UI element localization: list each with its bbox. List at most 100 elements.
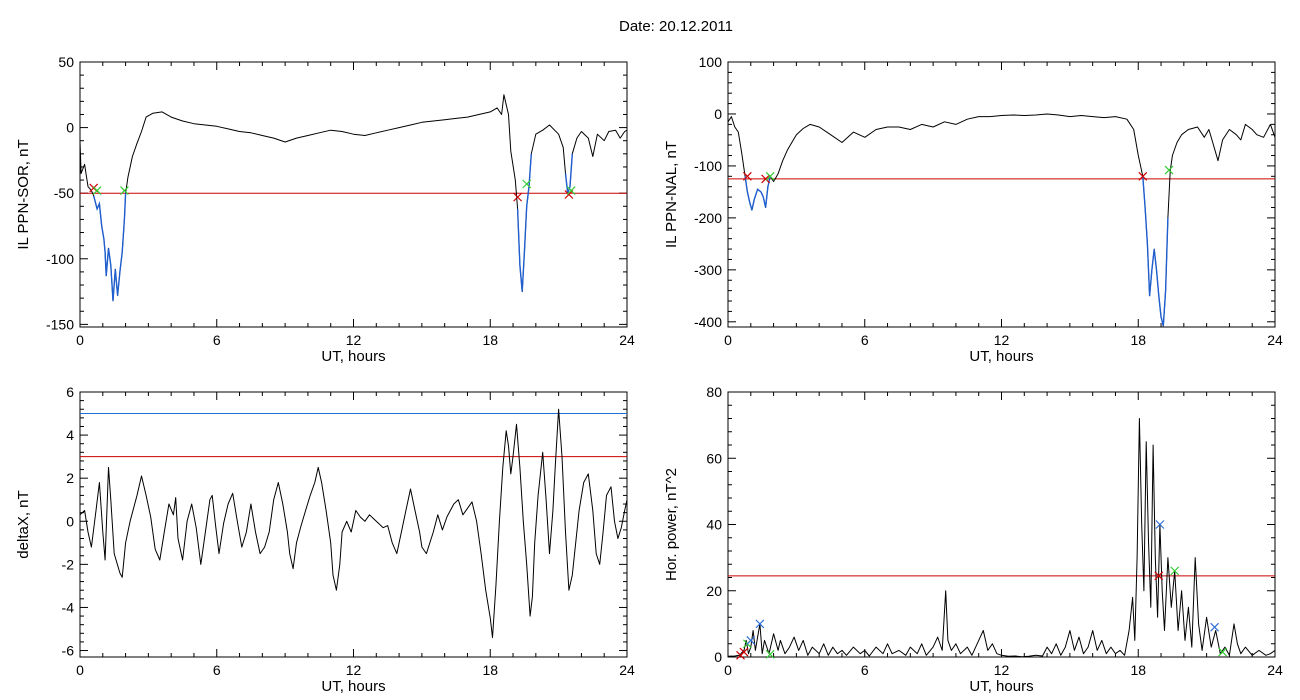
marker-stroke — [1138, 171, 1148, 181]
y-tick-label: 20 — [706, 583, 722, 599]
y-tick-label: 6 — [66, 384, 74, 400]
marker-blue — [1155, 520, 1165, 529]
marker-blue — [1210, 622, 1220, 632]
x-tick-label: 24 — [619, 662, 635, 678]
marker-stroke — [755, 619, 765, 629]
x-axis-label: UT, hours — [321, 348, 385, 365]
y-tick-label: 2 — [66, 470, 74, 486]
marker-stroke — [742, 171, 752, 181]
x-tick-label: 12 — [994, 662, 1010, 678]
data-series-line — [727, 113, 1276, 327]
marker-blue — [746, 636, 756, 645]
y-tick-label: -6 — [62, 643, 75, 659]
highlight-segment — [93, 193, 127, 301]
data-series-line — [727, 418, 1276, 658]
y-axis-label: Hor. power, nT^2 — [663, 468, 680, 581]
x-tick-label: 18 — [1130, 662, 1146, 678]
y-tick-label: 50 — [58, 54, 74, 70]
y-tick-label: 80 — [706, 384, 722, 400]
y-tick-label: 40 — [706, 517, 722, 533]
marker-stroke — [564, 190, 574, 199]
y-tick-label: 0 — [66, 513, 74, 529]
y-tick-label: 100 — [699, 54, 723, 70]
y-tick-label: 4 — [66, 427, 74, 443]
chart-panel-4: 0 6 12 18 24 80 60 40 20 0 UT, hours Hor. power, nT… — [663, 384, 1283, 695]
chart-panel-2: 0 6 12 18 24 100 0 -100 -200 -300 -400 UT, hours IL … — [663, 54, 1283, 365]
x-tick-label: 18 — [1130, 332, 1146, 348]
data-series-line — [79, 94, 628, 302]
marker-stroke — [739, 647, 749, 657]
y-axis-label: deltaX, nT — [15, 490, 32, 558]
y-tick-label: -4 — [62, 599, 75, 615]
x-tick-label: 6 — [861, 332, 869, 348]
y-tick-label: -50 — [54, 185, 74, 201]
marker-green — [522, 179, 532, 189]
marker-stroke — [1155, 520, 1165, 529]
marker-blue — [755, 619, 765, 629]
y-tick-label: 0 — [714, 649, 722, 665]
marker-stroke — [566, 186, 576, 195]
marker-stroke — [120, 186, 129, 195]
page-title: Date: 20.12.2011 — [619, 18, 733, 35]
marker-stroke — [1218, 647, 1228, 657]
marker-green — [566, 186, 576, 195]
marker-red — [1138, 171, 1148, 181]
marker-stroke — [765, 171, 775, 181]
y-tick-label: -200 — [694, 210, 722, 226]
marker-red — [739, 647, 749, 657]
plot-frame — [727, 61, 1276, 328]
marker-green — [1170, 566, 1180, 576]
y-tick-label: -100 — [46, 251, 74, 267]
x-tick-label: 18 — [482, 332, 498, 348]
plot-frame — [79, 61, 628, 328]
marker-green — [120, 186, 129, 195]
marker-red — [513, 192, 523, 202]
marker-red — [761, 174, 771, 184]
highlight-segment — [564, 153, 573, 194]
data-series-line — [79, 408, 628, 639]
y-axis-label: IL PPN-NAL, nT — [663, 141, 680, 248]
x-tick-label: 0 — [76, 662, 84, 678]
y-tick-label: 0 — [66, 120, 74, 136]
y-tick-label: -150 — [46, 316, 74, 332]
x-axis-label: UT, hours — [321, 678, 385, 695]
chart-panel-3: 0 6 12 18 24 6 4 2 0 -2 -4 -6 UT, hours deltaX, nT — [15, 384, 635, 695]
x-tick-label: 24 — [619, 332, 635, 348]
x-tick-label: 12 — [346, 332, 362, 348]
x-tick-label: 0 — [724, 662, 732, 678]
highlight-segment — [744, 176, 771, 211]
marker-stroke — [92, 186, 102, 195]
y-tick-label: -400 — [694, 314, 722, 330]
x-tick-label: 12 — [346, 662, 362, 678]
y-tick-label: -300 — [694, 262, 722, 278]
x-tick-label: 12 — [994, 332, 1010, 348]
x-tick-label: 6 — [861, 662, 869, 678]
x-tick-label: 24 — [1267, 662, 1283, 678]
y-axis-label: IL PPN-SOR, nT — [15, 139, 32, 249]
marker-stroke — [1164, 165, 1174, 175]
y-tick-label: 60 — [706, 450, 722, 466]
chart-panel-1: 0 6 12 18 24 50 0 -50 -100 -150 UT, hours IL PPN-SO… — [15, 54, 635, 365]
x-tick-label: 0 — [76, 332, 84, 348]
marker-green — [1164, 165, 1174, 175]
marker-stroke — [746, 636, 756, 645]
marker-green — [1218, 647, 1228, 657]
y-tick-label: -2 — [62, 556, 75, 572]
marker-red — [1154, 571, 1164, 581]
marker-stroke — [1170, 566, 1180, 576]
x-tick-label: 18 — [482, 662, 498, 678]
x-tick-label: 6 — [213, 332, 221, 348]
x-tick-label: 6 — [213, 662, 221, 678]
x-axis-label: UT, hours — [969, 348, 1033, 365]
highlight-segment — [516, 153, 532, 292]
marker-red — [742, 171, 752, 181]
highlight-segment — [1142, 176, 1169, 327]
marker-red — [564, 190, 574, 199]
marker-stroke — [1210, 622, 1220, 632]
marker-green — [765, 171, 775, 181]
marker-stroke — [761, 174, 771, 184]
x-tick-label: 0 — [724, 332, 732, 348]
marker-green — [765, 649, 775, 659]
x-axis-label: UT, hours — [969, 678, 1033, 695]
